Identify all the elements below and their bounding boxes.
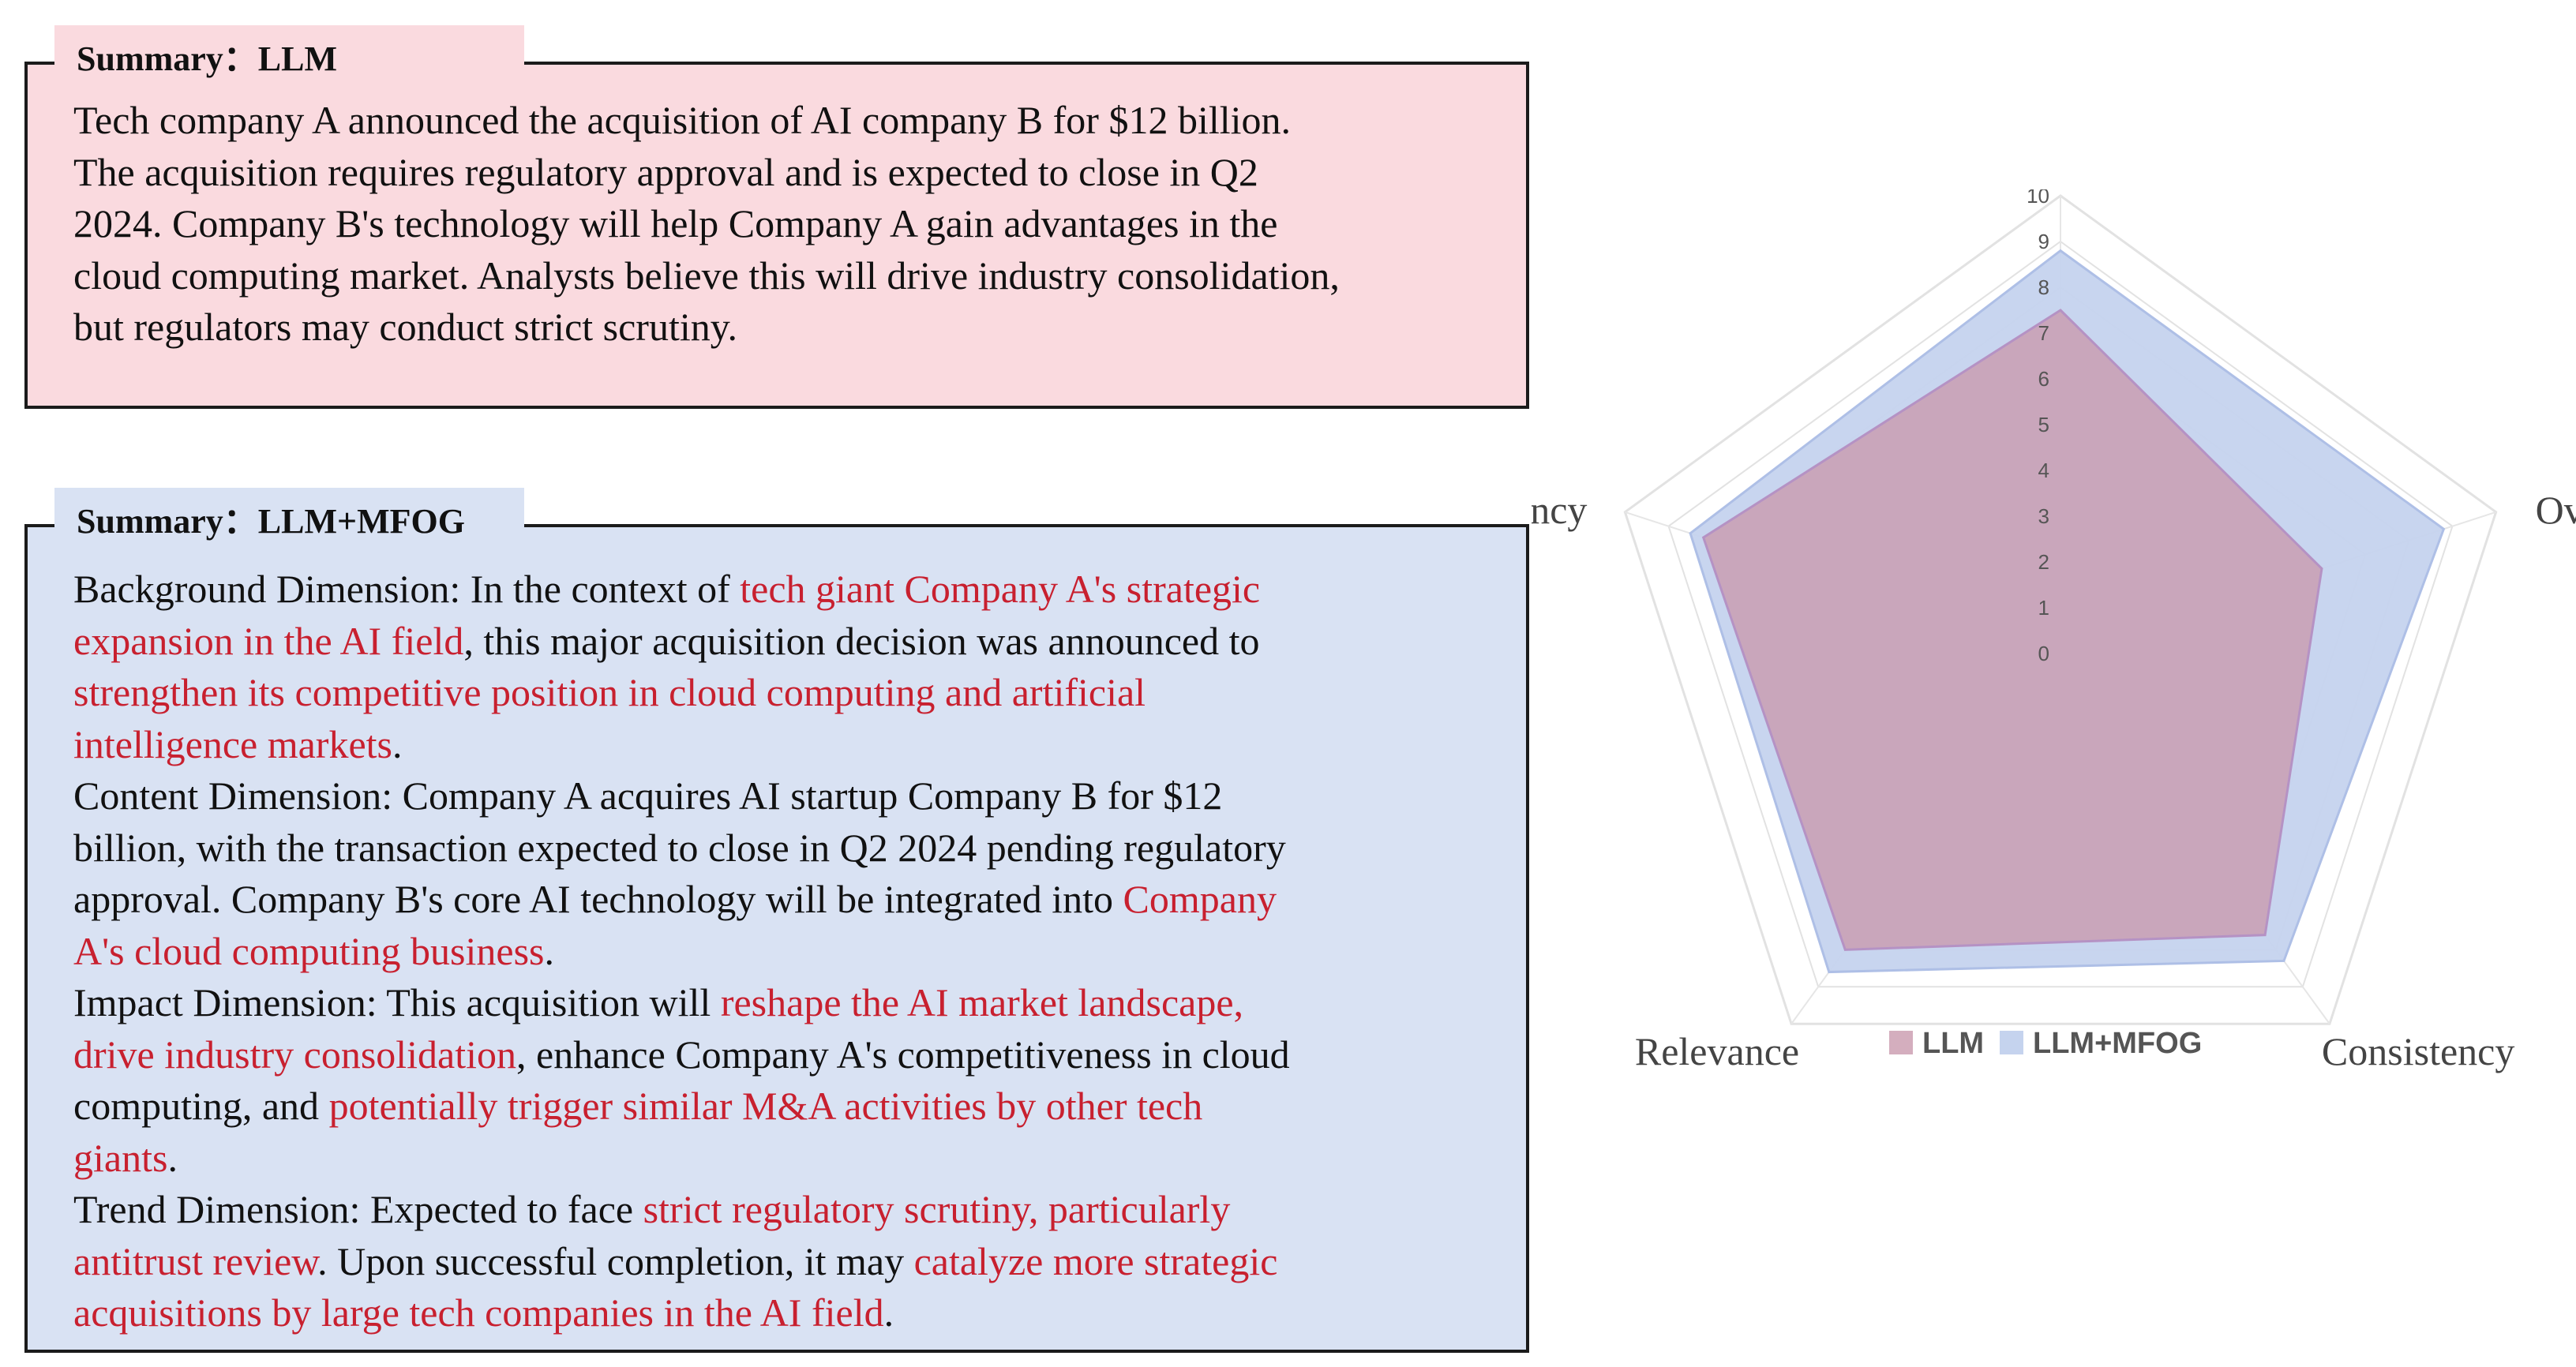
summary-mfog-text: Background Dimension: In the context of … [73,564,1526,1339]
summary-llm-text: Tech company A announced the acquisition… [73,95,1526,354]
text-segment: Impact Dimension: This acquisition will [73,980,721,1024]
axis-label-fluency: Fluency [1532,488,1587,532]
summary-mfog-panel: Summary：LLM+MFOG Background Dimension: I… [24,488,1529,1353]
highlighted-phrase: intelligence markets [73,721,393,766]
text-line: but regulators may conduct strict scruti… [73,301,1526,354]
radar-ticks: 0 1 2 3 4 5 6 7 8 9 10 [2027,189,2049,665]
highlighted-phrase: reshape the AI market landscape, [720,980,1244,1024]
text-line: Content Dimension: Company A acquires AI… [73,770,1526,822]
legend-label: LLM+MFOG [2033,1027,2202,1060]
text-segment: . [883,1290,894,1335]
text-line: Background Dimension: In the context of … [73,564,1526,616]
text-segment: 2024. Company B's technology will help C… [73,201,1278,245]
text-segment: Trend Dimension: Expected to face [73,1187,643,1231]
tick-label: 0 [2038,642,2049,665]
text-segment: , this major acquisition decision was an… [463,618,1260,663]
text-segment: but regulators may conduct strict scruti… [73,305,737,349]
text-segment: Tech company A announced the acquisition… [73,98,1292,142]
summary-llm-panel: Summary：LLM Tech company A announced the… [24,25,1529,409]
tick-label: 9 [2038,230,2049,253]
text-segment: approval. Company B's core AI technology… [73,877,1123,921]
text-segment: billion, with the transaction expected t… [73,825,1286,870]
text-line: The acquisition requires regulatory appr… [73,147,1526,199]
radar-series [1689,249,2446,974]
text-line: 2024. Company B's technology will help C… [73,198,1526,250]
text-segment: cloud computing market. Analysts believe… [73,253,1340,298]
series-llm [1701,309,2323,951]
text-line: drive industry consolidation, enhance Co… [73,1029,1526,1081]
text-segment: The acquisition requires regulatory appr… [73,149,1258,194]
radar-legend: LLM LLM+MFOG [1889,1027,2202,1060]
legend-swatch [1889,1031,1913,1054]
tick-label: 7 [2038,321,2049,345]
legend-label: LLM [1922,1027,1984,1060]
highlighted-phrase: drive industry consolidation [73,1032,517,1077]
axis-label-overall: Overall [2536,488,2576,532]
tick-label: 4 [2038,459,2049,482]
tick-label: 5 [2038,413,2049,436]
text-segment: . [392,721,403,766]
axis-label-consistency: Consistency [2322,1029,2514,1073]
text-line: giants. [73,1133,1526,1185]
text-line: Impact Dimension: This acquisition will … [73,977,1526,1029]
text-line: Trend Dimension: Expected to face strict… [73,1184,1526,1236]
highlighted-phrase: acquisitions by large tech companies in … [73,1290,884,1335]
text-line: A's cloud computing business. [73,926,1526,978]
legend-swatch [2000,1031,2023,1054]
text-line: antitrust review. Upon successful comple… [73,1236,1526,1288]
text-segment: computing, and [73,1084,329,1128]
highlighted-phrase: tech giant Company A's strategic [740,567,1261,611]
text-segment: Content Dimension: Company A acquires AI… [73,773,1223,818]
text-line: intelligence markets. [73,719,1526,771]
highlighted-phrase: catalyze more strategic [913,1238,1278,1283]
text-line: approval. Company B's core AI technology… [73,874,1526,926]
text-segment: , enhance Company A's competitiveness in… [516,1032,1290,1077]
tick-label: 6 [2038,367,2049,391]
text-line: strengthen its competitive position in c… [73,667,1526,719]
grid-ring [1623,194,2498,1025]
grid-ring [1667,240,2454,988]
text-line: cloud computing market. Analysts believe… [73,250,1526,302]
text-line: expansion in the AI field, this major ac… [73,616,1526,668]
highlighted-phrase: Company [1123,877,1277,921]
text-segment: . [544,928,554,973]
text-line: billion, with the transaction expected t… [73,822,1526,875]
text-line: acquisitions by large tech companies in … [73,1287,1526,1339]
summary-llm-tab: Summary：LLM [54,25,524,93]
highlighted-phrase: antitrust review [73,1238,318,1283]
tick-label: 10 [2027,189,2049,208]
highlighted-phrase: potentially trigger similar M&A activiti… [328,1084,1203,1128]
highlighted-phrase: A's cloud computing business [73,928,545,973]
highlighted-phrase: expansion in the AI field [73,618,464,663]
tick-label: 8 [2038,275,2049,299]
text-line: Tech company A announced the acquisition… [73,95,1526,147]
axis-label-relevance: Relevance [1635,1029,1799,1073]
tick-label: 3 [2038,504,2049,528]
text-line: computing, and potentially trigger simil… [73,1080,1526,1133]
highlighted-phrase: strengthen its competitive position in c… [73,670,1146,714]
highlighted-phrase: strict regulatory scrutiny, particularly [643,1187,1231,1231]
text-segment: . [167,1135,178,1180]
tick-label: 1 [2038,596,2049,620]
highlighted-phrase: giants [73,1135,168,1180]
tick-label: 2 [2038,550,2049,574]
summary-mfog-tab: Summary：LLM+MFOG [54,488,524,556]
text-segment: . Upon successful completion, it may [317,1238,914,1283]
radar-axis-labels: CoherenceOverallConsistencyRelevanceFlue… [1532,488,2576,1073]
text-segment: Background Dimension: In the context of [73,567,741,611]
